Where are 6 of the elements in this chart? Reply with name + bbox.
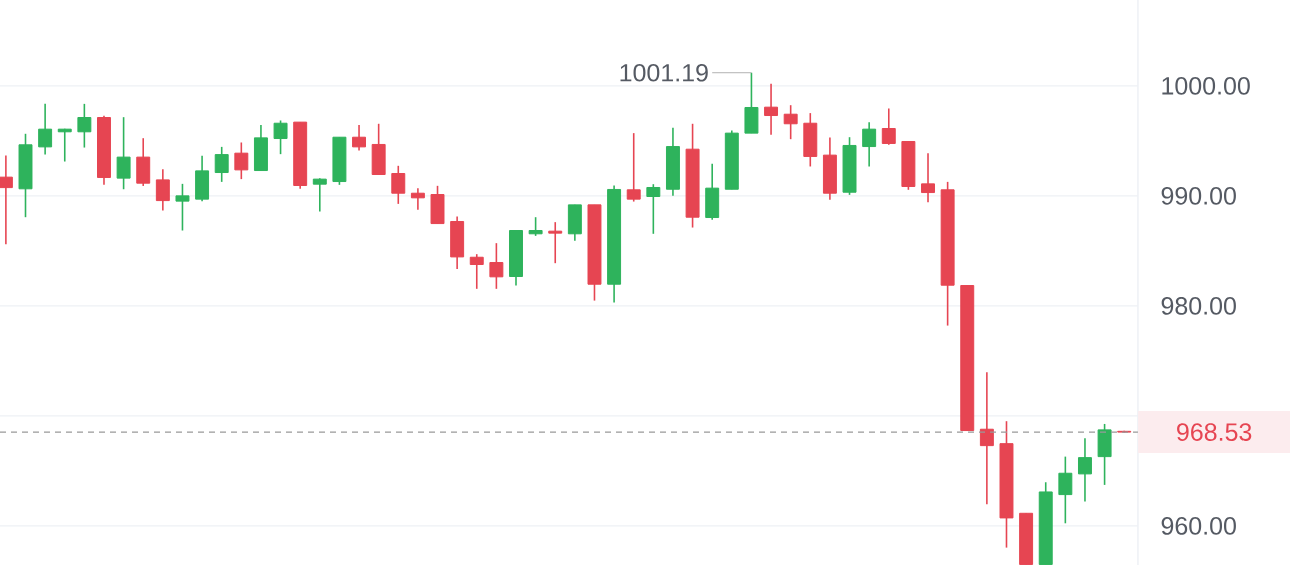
y-tick-label: 990.00 — [1161, 187, 1236, 205]
y-tick-label: 980.00 — [1161, 297, 1236, 315]
ref-line-label: 968.53 — [1177, 423, 1252, 441]
annotation: 1001.19 — [620, 63, 708, 82]
y-tick-label: 960.00 — [1161, 517, 1236, 535]
y-tick-label: 1000.00 — [1162, 76, 1250, 95]
